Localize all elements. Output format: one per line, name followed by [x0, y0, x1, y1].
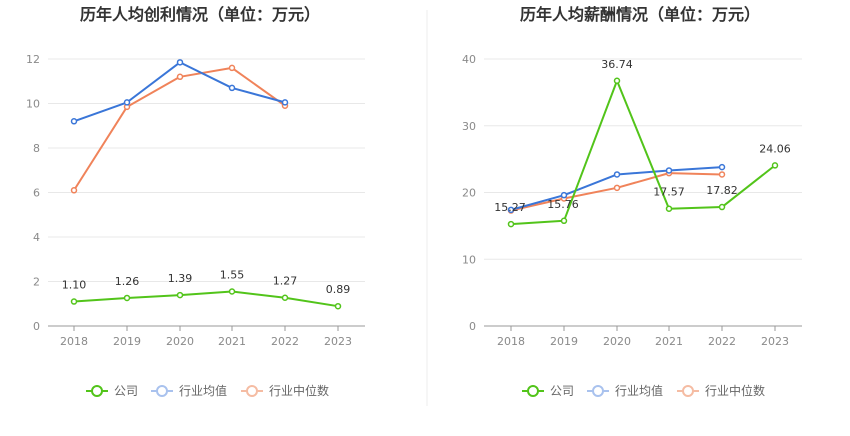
legend-label-industry-avg: 行业均值	[615, 383, 663, 398]
legend-item-company[interactable]: 公司	[522, 384, 574, 398]
x-tick-label: 2022	[271, 335, 299, 348]
data-label: 1.39	[168, 272, 193, 285]
y-tick-label: 4	[33, 231, 40, 244]
series-line-industry-avg	[73, 61, 286, 123]
data-label: 0.89	[326, 283, 351, 296]
profit-per-capita-chart: 历年人均创利情况（单位：万元） 0 2 4 6 8 10 12 2018 2019 2020 202…	[26, 5, 365, 398]
data-point-industry-median[interactable]	[718, 171, 726, 178]
data-point-industry-avg[interactable]	[560, 191, 568, 199]
data-point-industry-avg[interactable]	[70, 118, 78, 125]
data-point-industry-avg[interactable]	[176, 59, 184, 66]
data-label: 1.26	[115, 275, 140, 288]
data-point-industry-avg[interactable]	[507, 206, 515, 214]
data-point-industry-median[interactable]	[176, 73, 184, 81]
data-point-industry-avg[interactable]	[665, 167, 673, 174]
chart-title: 历年人均薪酬情况（单位：万元）	[520, 5, 760, 24]
data-label: 17.57	[653, 186, 685, 199]
series-line-company	[510, 79, 776, 226]
data-point-industry-avg[interactable]	[281, 99, 289, 106]
data-point-company[interactable]	[176, 291, 184, 299]
y-tick-label: 2	[33, 276, 40, 289]
data-label: 15.76	[547, 198, 579, 211]
legend-marker-company	[91, 385, 103, 397]
data-point-industry-median[interactable]	[613, 184, 621, 192]
chart-legend: 公司 行业均值 行业中位数	[522, 383, 765, 398]
data-point-industry-median[interactable]	[70, 187, 78, 194]
y-tick-label: 6	[33, 187, 40, 200]
x-tick-label: 2022	[708, 335, 736, 348]
legend-label-company: 公司	[550, 384, 574, 398]
legend-item-company[interactable]: 公司	[86, 384, 138, 398]
data-label: 36.74	[601, 58, 633, 71]
legend-item-industry-avg[interactable]: 行业均值	[151, 383, 227, 398]
y-tick-label: 30	[462, 120, 476, 133]
legend-marker-company	[527, 385, 539, 397]
x-tick-label: 2019	[113, 335, 141, 348]
legend-item-industry-median[interactable]: 行业中位数	[677, 383, 765, 398]
x-tick-label: 2023	[761, 335, 789, 348]
data-point-company[interactable]	[665, 205, 673, 212]
data-point-company[interactable]	[228, 288, 236, 295]
data-point-company[interactable]	[560, 217, 568, 225]
x-tick-label: 2018	[60, 335, 88, 348]
x-tick-label: 2020	[166, 335, 194, 348]
data-label: 1.55	[220, 269, 245, 282]
x-tick-label: 2021	[218, 335, 246, 348]
data-point-industry-avg[interactable]	[228, 84, 236, 92]
legend-label-company: 公司	[114, 384, 138, 398]
legend-label-industry-median: 行业中位数	[705, 383, 765, 398]
legend-marker-industry-avg	[592, 385, 604, 397]
chart-title: 历年人均创利情况（单位：万元）	[80, 5, 320, 24]
data-label: 17.82	[706, 184, 738, 197]
legend-item-industry-avg[interactable]: 行业均值	[587, 383, 663, 398]
data-point-industry-avg[interactable]	[123, 99, 131, 106]
data-point-company[interactable]	[507, 220, 515, 228]
series-line-company	[73, 290, 339, 308]
data-label: 15.27	[494, 201, 526, 214]
series-line-industry-median	[73, 66, 286, 191]
legend-marker-industry-avg	[156, 385, 168, 397]
y-tick-label: 40	[462, 53, 476, 66]
x-tick-label: 2019	[550, 335, 578, 348]
y-tick-label: 10	[26, 98, 40, 111]
y-tick-label: 0	[33, 320, 40, 333]
x-tick-label: 2023	[324, 335, 352, 348]
y-tick-label: 8	[33, 142, 40, 155]
x-tick-label: 2020	[603, 335, 631, 348]
legend-marker-industry-median	[246, 385, 258, 397]
data-point-industry-avg[interactable]	[613, 171, 621, 178]
y-tick-label: 10	[462, 253, 476, 266]
chart-legend: 公司 行业均值 行业中位数	[86, 383, 329, 398]
series-line-industry-median	[510, 172, 723, 212]
y-tick-label: 12	[26, 53, 40, 66]
data-label: 24.06	[759, 142, 791, 155]
data-point-company[interactable]	[613, 77, 621, 85]
legend-label-industry-avg: 行业均值	[179, 383, 227, 398]
x-tick-label: 2021	[655, 335, 683, 348]
y-tick-label: 0	[469, 320, 476, 333]
legend-label-industry-median: 行业中位数	[269, 383, 329, 398]
y-tick-label: 20	[462, 187, 476, 200]
data-point-company[interactable]	[123, 294, 131, 302]
data-point-company[interactable]	[718, 203, 726, 211]
data-point-company[interactable]	[334, 302, 342, 310]
data-point-industry-avg[interactable]	[718, 163, 726, 171]
salary-per-capita-chart: 历年人均薪酬情况（单位：万元） 0 10 20 30 40 2018 2019 2020 202…	[462, 5, 802, 398]
legend-marker-industry-median	[682, 385, 694, 397]
data-label: 1.27	[273, 275, 298, 288]
data-label: 1.10	[62, 279, 87, 292]
data-point-company[interactable]	[281, 294, 289, 301]
legend-item-industry-median[interactable]: 行业中位数	[241, 383, 329, 398]
data-point-company[interactable]	[70, 298, 78, 305]
data-point-industry-median[interactable]	[228, 64, 236, 72]
data-point-company[interactable]	[771, 162, 779, 169]
x-tick-label: 2018	[497, 335, 525, 348]
